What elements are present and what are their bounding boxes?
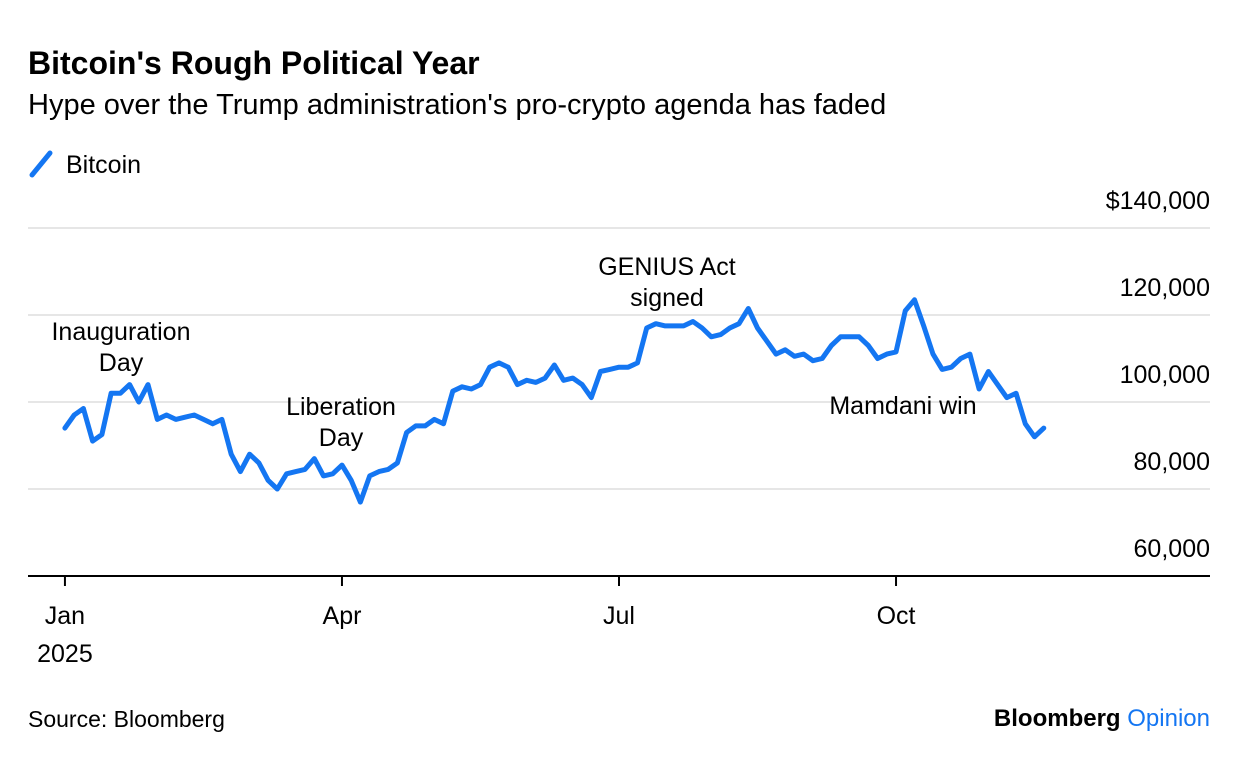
annotation: signed — [630, 284, 704, 312]
annotation: GENIUS Act — [598, 253, 736, 281]
x-tick-label: Jul — [603, 602, 635, 630]
annotation: Liberation — [286, 393, 396, 421]
brand-name: Bloomberg — [994, 705, 1121, 732]
data-line — [62, 297, 1047, 505]
y-tick-label: $140,000 — [1106, 187, 1210, 215]
annotation: Inauguration — [51, 318, 190, 346]
brand-suffix: Opinion — [1127, 705, 1210, 732]
y-tick-label: 120,000 — [1120, 274, 1210, 302]
y-tick-label: 100,000 — [1120, 361, 1210, 389]
legend-swatch — [29, 150, 53, 178]
x-tick-label: Oct — [877, 602, 916, 630]
chart-title: Bitcoin's Rough Political Year — [28, 45, 480, 81]
x-year-label: 2025 — [37, 640, 93, 668]
y-tick-label: 80,000 — [1134, 448, 1210, 476]
x-tick-label: Apr — [323, 602, 362, 630]
chart-subtitle: Hype over the Trump administration's pro… — [28, 89, 886, 121]
annotation: Day — [319, 424, 364, 452]
brand: Bloomberg Opinion — [994, 705, 1210, 732]
source: Source: Bloomberg — [28, 706, 225, 732]
legend-label: Bitcoin — [66, 151, 141, 179]
x-tick-label: Jan — [45, 602, 85, 630]
y-tick-label: 60,000 — [1134, 535, 1210, 563]
annotation: Day — [99, 349, 144, 377]
annotation: Mamdani win — [829, 392, 976, 420]
